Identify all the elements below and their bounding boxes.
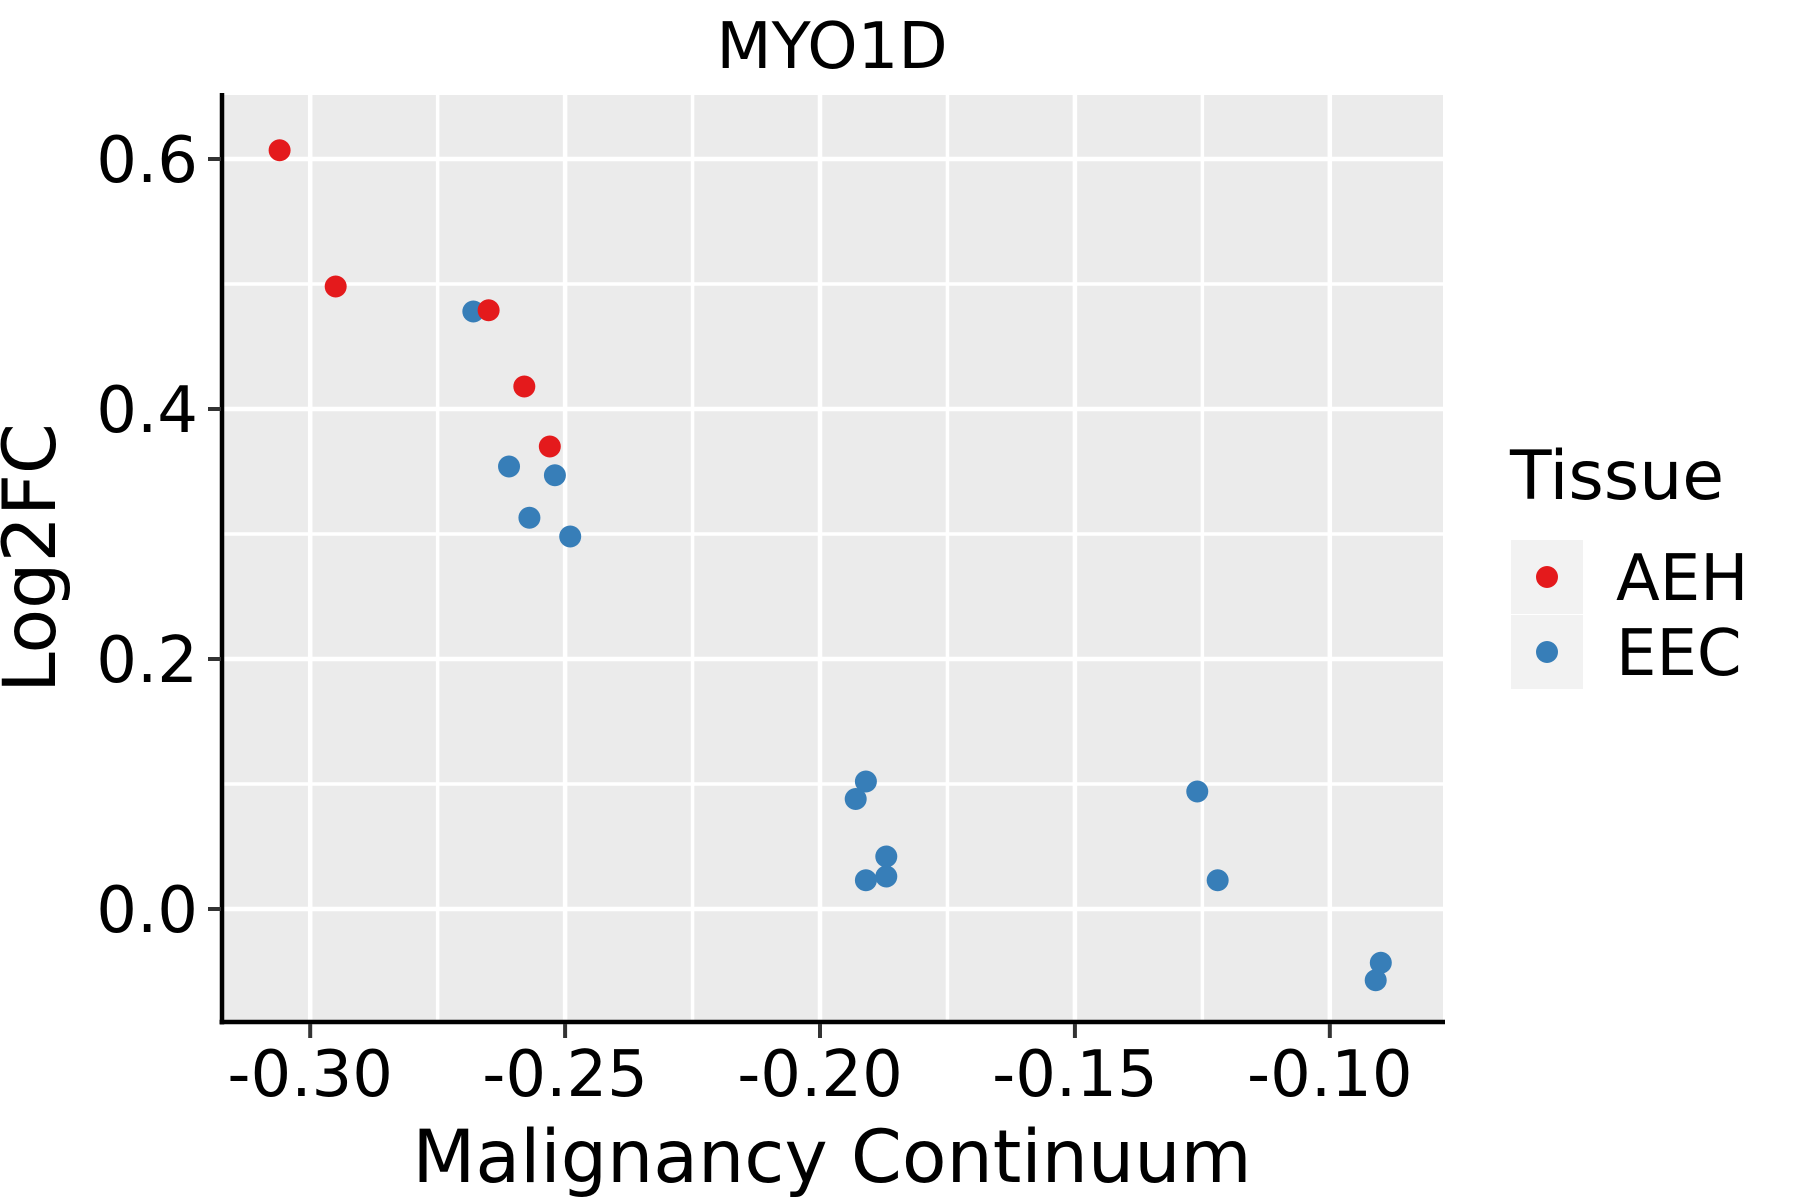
data-point-aeh xyxy=(477,299,500,322)
data-point-eec xyxy=(1186,780,1209,803)
y-tick-label: 0.4 xyxy=(96,374,198,448)
data-point-eec xyxy=(854,770,877,793)
data-point-eec xyxy=(875,845,898,868)
legend-dot-eec xyxy=(1536,641,1558,663)
data-point-aeh xyxy=(513,375,536,398)
y-axis-ticks xyxy=(208,157,221,911)
legend-dot-aeh xyxy=(1536,566,1558,588)
plot-panel xyxy=(222,95,1443,1022)
x-tick-label: -0.25 xyxy=(482,1038,648,1112)
legend-label-aeh: AEH xyxy=(1616,542,1748,616)
data-point-eec xyxy=(559,525,582,548)
data-point-eec xyxy=(844,788,867,810)
data-point-eec xyxy=(498,455,521,478)
y-tick-label: 0.2 xyxy=(96,624,198,698)
data-point-eec xyxy=(875,865,898,888)
data-point-eec xyxy=(543,464,566,487)
data-point-aeh xyxy=(324,275,347,298)
data-point-aeh xyxy=(538,435,561,458)
gridlines-minor xyxy=(222,95,1443,1022)
data-point-eec xyxy=(1364,969,1387,992)
data-point-eec xyxy=(1369,951,1392,974)
y-tick-label: 0.6 xyxy=(96,124,198,198)
legend-title: Tissue xyxy=(1509,437,1724,516)
x-tick-label: -0.10 xyxy=(1247,1038,1413,1112)
plot-title: MYO1D xyxy=(716,10,947,84)
data-point-eec xyxy=(1206,869,1229,892)
data-point-aeh xyxy=(268,139,291,162)
legend-label-eec: EEC xyxy=(1616,617,1742,691)
legend: Tissue AEH EEC xyxy=(1509,437,1748,691)
data-point-eec xyxy=(518,506,541,529)
x-tick-label: -0.15 xyxy=(992,1038,1158,1112)
data-points xyxy=(268,139,1392,992)
gridlines-major xyxy=(222,95,1443,1022)
y-tick-labels: 0.0 0.2 0.4 0.6 xyxy=(96,124,198,948)
x-tick-label: -0.20 xyxy=(737,1038,903,1112)
y-axis-title: Log2FC xyxy=(0,423,73,693)
x-tick-labels: -0.30 -0.25 -0.20 -0.15 -0.10 xyxy=(227,1038,1412,1112)
y-tick-label: 0.0 xyxy=(96,874,198,948)
x-axis-title: Malignancy Continuum xyxy=(412,1115,1251,1200)
x-tick-label: -0.30 xyxy=(227,1038,393,1112)
data-point-eec xyxy=(854,869,877,892)
x-axis-ticks xyxy=(308,1024,1332,1038)
